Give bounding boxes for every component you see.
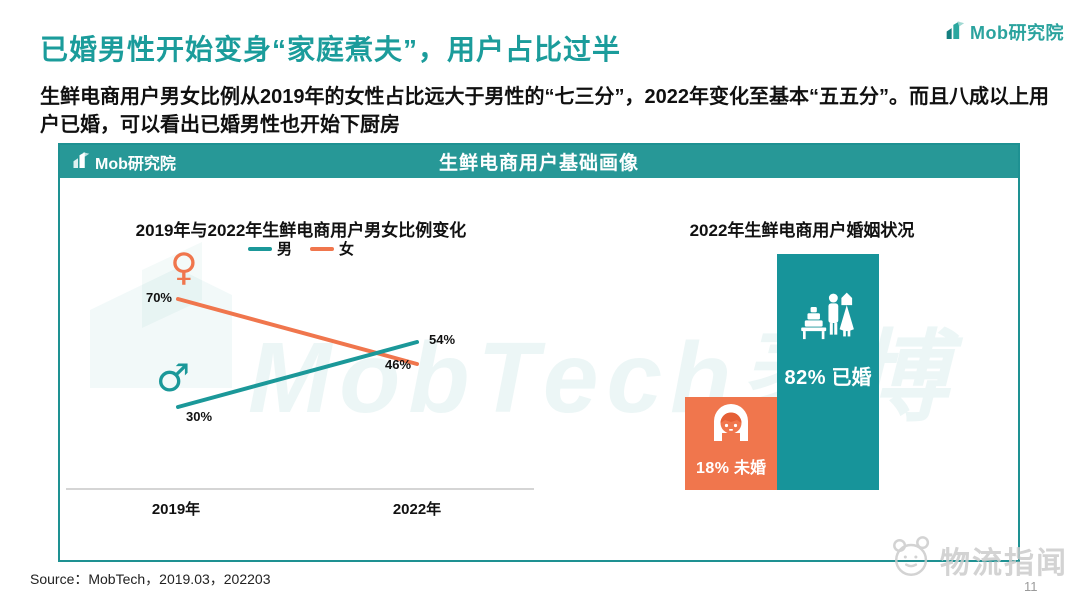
bar-married-label: 82% 已婚: [784, 361, 871, 390]
bar-unmarried: 18% 未婚: [685, 397, 777, 490]
label-male-2019: 30%: [186, 409, 213, 424]
source-text: Source：MobTech，2019.03，202203: [30, 571, 271, 587]
legend-label-female: 女: [339, 241, 355, 258]
bar-married-pct: 82%: [784, 367, 826, 389]
line-chart-legend: 男 女: [91, 238, 511, 259]
page-title: 已婚男性开始变身“家庭煮夫”，用户占比过半: [40, 34, 622, 65]
mob-logo-white: Mob研究院: [72, 149, 176, 174]
x-label-2019: 2019年: [151, 501, 201, 518]
label-female-2022: 46%: [385, 357, 412, 372]
page-subtitle-line2: 分”。而且八成以上用户已婚，可以看出已婚男性也开始下厨房: [40, 86, 1049, 136]
panda-icon: [890, 534, 936, 585]
male-symbol-icon: ♂: [156, 356, 191, 400]
legend-item-female: 女: [310, 238, 354, 259]
label-female-2019: 70%: [145, 290, 172, 305]
card-header: Mob研究院 生鲜电商用户基础画像: [60, 145, 1018, 178]
footer-watermark-text: 物流指闻: [940, 546, 1068, 580]
mob-logo: Mob研究院: [945, 18, 1064, 45]
x-label-2022: 2022年: [392, 501, 442, 518]
bar-married-name: 已婚: [831, 367, 872, 389]
mob-logo-text: Mob研究院: [970, 22, 1064, 43]
line-female: [176, 297, 419, 366]
legend-item-male: 男: [247, 238, 292, 259]
mob-building-icon: [945, 18, 965, 45]
bar-unmarried-label: 18% 未婚: [696, 454, 766, 478]
page-subtitle: 生鲜电商用户男女比例从2019年的女性占比远大于男性的“七三分”，2022年变化…: [40, 84, 1050, 139]
card-body: MobTech袤博 2019年与2022年生鲜电商用户男女比例变化 男 女 70…: [60, 178, 1018, 560]
bar-chart-title: 2022年生鲜电商用户婚姻状况: [689, 221, 915, 240]
single-girl-icon: [710, 403, 752, 448]
line-chart-plot: [66, 297, 534, 490]
legend-swatch-male: [247, 246, 272, 251]
line-male: [176, 340, 419, 409]
bar-unmarried-pct: 18%: [696, 460, 730, 477]
mob-building-icon-white: [72, 149, 90, 174]
married-couple-icon: [799, 290, 857, 345]
bar-married: 82% 已婚: [777, 254, 879, 490]
line-chart-title: 2019年与2022年生鲜电商用户男女比例变化: [135, 221, 467, 240]
female-symbol-icon: ♀: [170, 245, 198, 289]
bar-unmarried-name: 未婚: [733, 460, 766, 477]
page-number: 11: [1024, 579, 1038, 594]
card-logo-text: Mob研究院: [95, 155, 176, 173]
report-card: Mob研究院 生鲜电商用户基础画像 MobTech袤博 2019年与2022年生…: [58, 143, 1020, 562]
label-male-2022: 54%: [429, 332, 456, 347]
page-subtitle-line1: 生鲜电商用户男女比例从2019年的女性占比远大于男性的“七三分”，2022年变化…: [40, 86, 859, 108]
legend-swatch-female: [310, 246, 334, 251]
legend-label-male: 男: [276, 241, 292, 258]
footer-watermark: 物流指闻: [890, 534, 1068, 585]
card-title: 生鲜电商用户基础画像: [438, 153, 639, 174]
